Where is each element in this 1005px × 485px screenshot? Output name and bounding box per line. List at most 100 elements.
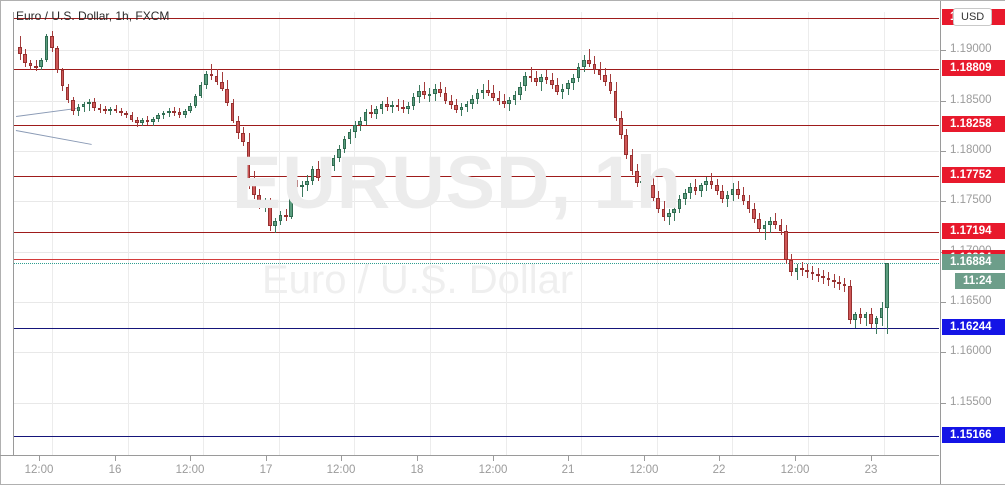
candle-body [166,110,171,113]
candle-body [704,181,708,186]
candle-body [363,111,368,121]
price-level-line[interactable] [14,176,939,177]
gridline-horizontal [14,151,939,152]
price-level-line[interactable] [14,232,939,233]
candle-body [49,36,54,49]
last-price-line [14,263,939,264]
candle-body [597,70,602,76]
candle-body [124,112,128,115]
price-level-tag[interactable]: 1.17752 [942,167,1005,183]
candle-wick [509,96,510,111]
candle-body [326,166,331,173]
candle-body [762,225,767,230]
candle-body [858,314,863,319]
candle-body [869,314,873,325]
candle-body [651,185,655,199]
candle-wick [642,175,643,196]
candle-body [592,64,597,71]
time-scale[interactable]: 12:00 16 12:00 17 12:00 18 12:00 21 12:00 22 12:00… [1,456,939,484]
candle-body [252,183,256,196]
price-level-line[interactable] [14,18,939,19]
price-level-line[interactable] [14,125,939,126]
candle-body [693,187,698,192]
candle-body [853,314,857,321]
candle-body [230,102,235,121]
gridline-vertical [506,12,507,455]
candle-wick [541,74,542,91]
candle-body [417,90,421,97]
price-level-tag[interactable]: 1.18258 [942,116,1005,132]
candle-wick [302,181,303,198]
candle-body [794,267,799,272]
price-level-line[interactable] [14,328,939,329]
last-price-tag[interactable]: 1.16884 [942,254,1005,270]
candle-wick [727,191,728,208]
time-tick-label: 16 [108,464,122,476]
time-tick-label: 23 [864,464,878,476]
candle-body [108,108,113,111]
candle-body [624,134,629,155]
candle-body [741,195,746,202]
candle-body [523,76,527,87]
candle-body [395,104,400,107]
candle-body [23,54,27,64]
candle-wick [371,104,372,118]
time-tick-label: 12:00 [780,464,810,476]
candle-body [502,100,506,104]
candle-body [257,195,261,207]
candle-body [172,110,176,113]
candle-wick [765,221,766,240]
candle-body [347,131,352,139]
candle-body [432,88,437,94]
candle-body [491,92,496,98]
candle-body [411,96,416,106]
candle-body [608,82,613,91]
candle-body [214,76,219,83]
time-tick [190,456,191,461]
chart-canvas [14,12,939,455]
candle-body [315,169,320,179]
candle-body [773,221,778,226]
price-scale[interactable]: USD 1.190001.185001.180001.175001.170001… [940,1,1005,484]
candle-body [603,75,607,83]
gridline-vertical [808,12,809,455]
candle-body [730,189,735,196]
current-time-badge: 11:24 [955,273,1005,289]
candle-body [768,221,772,226]
candle-body [752,209,756,220]
candle-body [427,93,432,96]
candle-wick [222,72,223,91]
candle-body [672,209,676,214]
candle-body [188,105,192,111]
price-level-line[interactable] [14,259,939,260]
chart-plot-area[interactable] [14,12,939,455]
price-level-tag[interactable]: 1.18809 [942,60,1005,76]
price-level-tag[interactable]: 1.15166 [942,427,1005,443]
candle-body [507,99,512,104]
price-tick-label: 1.18500 [950,94,992,106]
price-level-line[interactable] [14,69,939,70]
time-tick [39,456,40,461]
candle-wick [770,217,771,234]
candle-body [369,111,373,114]
candle-wick [866,312,867,327]
candle-body [337,148,341,158]
candle-body [863,314,868,319]
trendline[interactable] [16,108,77,117]
price-tick [941,50,946,51]
candle-body [342,138,347,149]
candle-wick [110,106,111,115]
candle-body [198,85,203,96]
candle-body [879,308,884,319]
candle-body [55,48,59,71]
trendline[interactable] [15,130,92,145]
price-level-tag[interactable]: 1.17194 [942,223,1005,239]
candle-body [182,110,187,115]
candle-body [438,88,442,93]
time-tick [417,456,418,461]
price-level-line[interactable] [14,436,939,437]
candle-body [220,82,224,89]
candle-body [885,263,889,308]
candle-body [246,141,251,184]
price-level-tag[interactable]: 1.16244 [942,319,1005,335]
